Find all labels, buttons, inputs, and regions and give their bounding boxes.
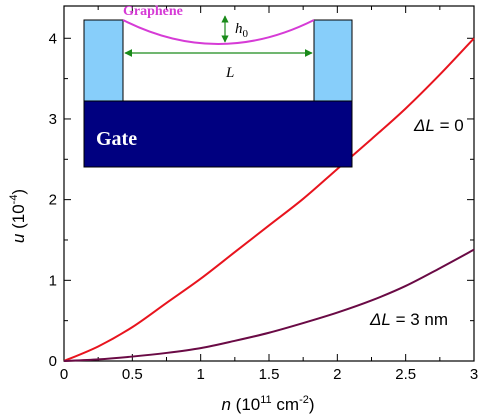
inset-h0-var: h <box>235 21 243 37</box>
y-tick-label: 3 <box>49 111 57 128</box>
y-axis-label-post: ) <box>9 189 28 195</box>
inset-h0-label: h0 <box>235 21 249 40</box>
x-axis-label: n (1011 cm-2) <box>221 394 314 414</box>
y-tick-label: 0 <box>49 353 57 370</box>
series-label-dl0-rest: = 0 <box>435 116 464 135</box>
series-label-dl0: ΔL = 0 <box>413 116 464 135</box>
inset-graphene-label: Graphene <box>123 4 183 19</box>
y-axis-label-exp: -4 <box>8 195 20 205</box>
x-tick-label: 0.5 <box>122 366 143 383</box>
x-axis-label-exp2: -2 <box>299 394 309 406</box>
y-axis-label: u (10-4) <box>8 189 28 243</box>
x-tick-label: 1.5 <box>259 366 280 383</box>
series-label-dl3-var: ΔL <box>369 310 391 329</box>
x-tick-label: 3 <box>470 366 478 383</box>
inset-schematic: Graphene h0 L Gate <box>84 4 352 167</box>
inset-right-pillar <box>314 20 352 101</box>
x-axis-label-exp: 11 <box>260 394 271 406</box>
inset-h0-sub: 0 <box>243 28 249 40</box>
axis-ticks <box>64 6 474 361</box>
inset-left-pillar <box>84 20 123 101</box>
plot-frame <box>64 6 474 361</box>
inset-graphene-sheet <box>123 20 314 44</box>
x-axis-label-pre: (10 <box>231 395 260 414</box>
series-line-dl3 <box>64 250 474 361</box>
y-tick-label: 4 <box>49 30 57 47</box>
y-tick-label: 2 <box>49 192 57 209</box>
inset-length-label: L <box>225 65 234 81</box>
x-tick-label: 2 <box>333 366 341 383</box>
series-label-dl3-rest: = 3 nm <box>391 310 448 329</box>
x-axis-label-var: n <box>221 395 230 414</box>
series-label-dl0-var: ΔL <box>413 116 435 135</box>
x-axis-label-post: ) <box>309 395 315 414</box>
y-tick-label: 1 <box>49 272 57 289</box>
x-tick-label: 1 <box>196 366 204 383</box>
inset-gate-label: Gate <box>96 128 137 150</box>
series-label-dl3: ΔL = 3 nm <box>369 310 448 329</box>
x-tick-label: 0 <box>60 366 68 383</box>
y-axis-label-pre: (10 <box>9 204 28 233</box>
x-tick-label: 2.5 <box>395 366 416 383</box>
x-axis-label-mid: cm <box>272 395 299 414</box>
